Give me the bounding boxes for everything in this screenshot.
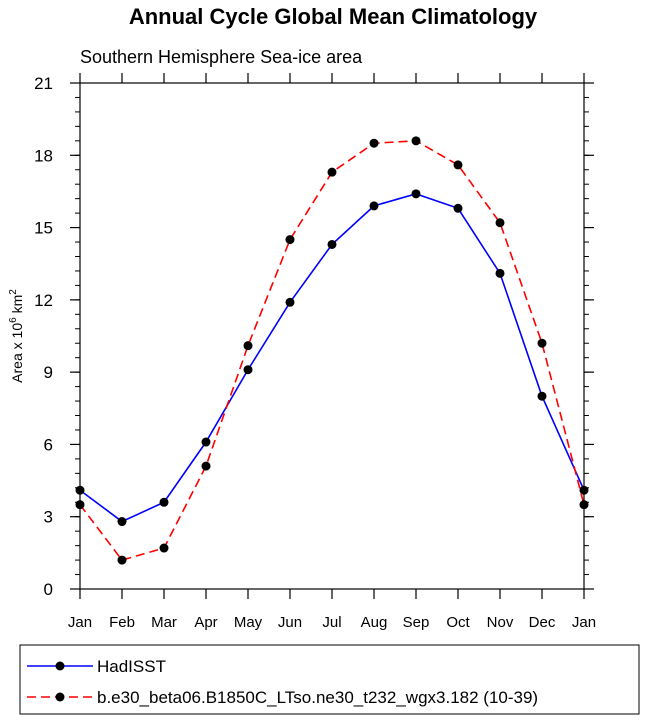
y-tick-label: 3 [44,508,53,527]
series-2-point [327,167,337,177]
plot-area [75,136,589,565]
y-axis-label-prefix: Area x 10 [9,323,25,383]
x-tick-label: Dec [529,614,556,631]
x-tick-label: Apr [194,614,217,631]
y-tick-label: 6 [44,435,53,454]
series-1-point [285,297,295,307]
plot-frame [79,82,585,590]
chart-title: Annual Cycle Global Mean Climatology [129,4,538,29]
legend-marker-1 [55,661,65,671]
series-2-point [117,555,127,565]
series-1-point [495,268,505,278]
series-2-point [159,543,169,553]
legend-marker-2 [55,692,65,702]
legend-box [19,644,640,715]
y-axis-label-mid: km [9,295,25,318]
x-tick-label: Aug [361,614,388,631]
legend-label-2: b.e30_beta06.B1850C_LTso.ne30_t232_wgx3.… [97,688,538,707]
y-axis-label: Area x 106 km2 [8,289,25,383]
x-tick-label: May [234,614,263,631]
series-1-point [327,239,337,249]
x-tick-label: Jan [68,614,92,631]
series-1-point [369,201,379,211]
y-tick-label: 21 [34,74,53,93]
series-2-point [243,341,253,351]
legend-label-1: HadISST [97,657,166,676]
y-tick-label: 15 [34,219,53,238]
x-tick-label: Sep [403,614,430,631]
y-axis-label-exp1: 6 [8,317,19,323]
series-1-point [243,365,253,375]
chart-subtitle: Southern Hemisphere Sea-ice area [80,47,363,67]
series-2-point [453,160,463,170]
y-tick-label: 9 [44,363,53,382]
series-1-point [453,203,463,213]
x-tick-label: Jan [572,614,596,631]
x-tick-label: Oct [446,614,470,631]
series-1-point [201,437,211,447]
axes: 0 3 6 9 12 15 18 21 Jan Feb Mar Apr May Jun Jul Aug Sep O… [34,73,596,631]
series-1-point [159,497,169,507]
x-tick-label: Jul [322,614,341,631]
x-tick-label: Feb [109,614,135,631]
x-tick-label: Jun [278,614,302,631]
series-2-point [369,138,379,148]
y-tick-label: 12 [34,291,53,310]
series-2-point [495,218,505,228]
series-1-point [411,189,421,199]
y-axis-label-exp2: 2 [8,289,19,295]
series-1-point [117,517,127,527]
x-tick-label: Mar [151,614,177,631]
series-2-point [285,235,295,245]
series-2-point [411,136,421,146]
series-2-point [201,461,211,471]
x-tick-label: Nov [487,614,514,631]
series-line-2 [79,140,585,562]
series-2-point [537,338,547,348]
series-1-point [537,391,547,401]
y-tick-label: 0 [44,580,53,599]
legend: HadISST b.e30_beta06.B1850C_LTso.ne30_t23… [27,657,538,707]
y-tick-label: 18 [34,146,53,165]
